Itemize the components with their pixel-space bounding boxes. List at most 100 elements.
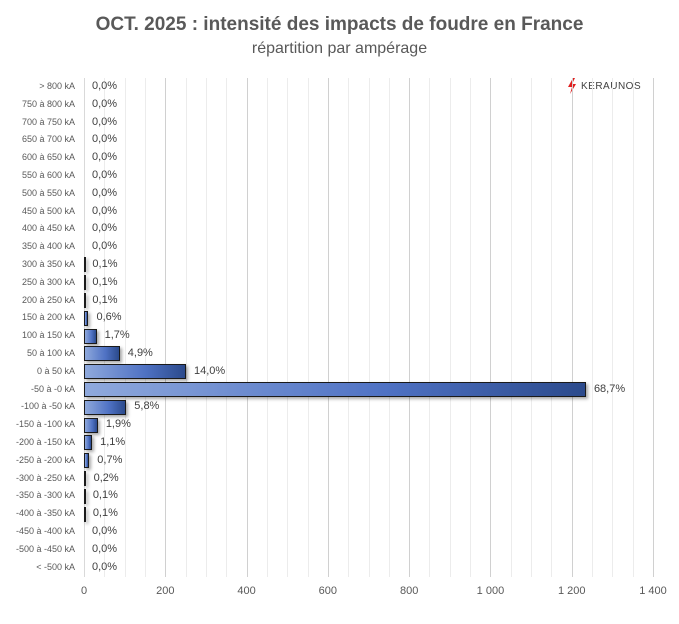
bar[interactable] (84, 364, 186, 380)
gridline (307, 78, 309, 577)
data-label: 0,0% (92, 97, 118, 110)
data-label: 14,0% (194, 364, 226, 377)
bar[interactable] (84, 488, 86, 504)
bar[interactable] (84, 293, 86, 308)
category-label: -450 à -400 kA (15, 525, 75, 536)
data-label: 0,0% (92, 524, 118, 537)
data-label: 0,0% (92, 240, 118, 253)
data-label: 0,1% (92, 489, 118, 502)
gridline (327, 78, 329, 577)
data-label: 0,0% (92, 560, 118, 573)
gridline (531, 78, 533, 577)
gridline (246, 78, 248, 577)
chart-subtitle: répartition par ampérage (251, 40, 428, 57)
category-label: 600 à 650 kA (21, 152, 75, 163)
category-label: 250 à 300 kA (21, 276, 75, 287)
data-label: 0,0% (92, 79, 118, 92)
bar[interactable] (84, 382, 586, 397)
gridline (124, 78, 126, 577)
gridline (551, 78, 553, 577)
gridline (429, 78, 431, 577)
category-label: 700 à 750 kA (21, 116, 75, 127)
category-label: 150 à 200 kA (21, 312, 75, 323)
category-label: -250 à -200 kA (15, 454, 75, 465)
x-tick-label: 800 (399, 585, 419, 597)
data-label: 0,0% (92, 168, 118, 181)
data-label: 0,1% (92, 257, 118, 270)
category-label: -500 à -450 kA (15, 543, 75, 554)
gridline (449, 78, 451, 577)
data-label: 0,1% (92, 507, 118, 520)
category-label: 50 à 100 kA (26, 347, 75, 358)
bar[interactable] (84, 471, 86, 486)
data-label: 0,1% (92, 293, 118, 306)
category-label: 750 à 800 kA (21, 98, 75, 109)
data-label: 0,0% (92, 222, 118, 235)
category-label: -400 à -350 kA (15, 508, 75, 519)
data-label: 0,2% (93, 471, 119, 484)
category-label: -200 à -150 kA (15, 436, 75, 447)
data-label: 0,0% (92, 151, 118, 164)
x-tick-label: 1 200 (557, 585, 586, 597)
gridline (632, 78, 634, 577)
data-label: 68,7% (593, 382, 626, 395)
gridline (510, 78, 512, 577)
gridline (388, 78, 390, 577)
gridline (470, 78, 472, 577)
gridline (653, 78, 654, 577)
data-label: 0,0% (92, 115, 118, 128)
gridline (185, 78, 187, 577)
gridline (490, 78, 492, 577)
gridline (287, 78, 289, 577)
x-tick-label: 1 400 (639, 585, 667, 597)
gridline (205, 78, 207, 577)
category-label: 450 à 500 kA (21, 205, 75, 216)
x-tick-label: 600 (318, 585, 338, 597)
bar[interactable] (84, 346, 120, 362)
data-label: 0,0% (92, 204, 118, 217)
x-tick-label: 1 000 (476, 585, 505, 597)
y-axis-line (84, 78, 85, 577)
category-label: -50 à -0 kA (30, 383, 75, 394)
category-label: -150 à -100 kA (15, 419, 75, 430)
logo-text: KERAUNOS (581, 80, 642, 92)
bar[interactable] (84, 328, 97, 344)
bar[interactable] (84, 275, 86, 291)
chart-title: OCT. 2025 : intensité des impacts de fou… (95, 14, 584, 35)
category-label: -350 à -300 kA (15, 490, 75, 501)
x-tick-label: 200 (156, 585, 175, 597)
plot-area: 0,0% 0,0% 0,0% 0,0% 0,0% 0,0% 0,0% 0,0% 0,0% 0,0%… (84, 78, 654, 577)
gridline (144, 78, 146, 577)
bar[interactable] (84, 506, 86, 522)
bar[interactable] (84, 399, 127, 415)
gridline (409, 78, 411, 577)
bar[interactable] (84, 435, 93, 451)
gridline (266, 78, 268, 577)
data-label: 1,1% (100, 435, 126, 448)
data-label: 0,0% (92, 542, 118, 555)
category-label: 400 à 450 kA (21, 223, 75, 234)
category-label: > 800 kA (39, 80, 75, 91)
category-label: 0 à 50 kA (36, 365, 75, 376)
gridline (592, 78, 594, 577)
category-label: -300 à -250 kA (15, 472, 75, 483)
bar[interactable] (84, 310, 89, 326)
gridline (612, 78, 614, 577)
bar[interactable] (84, 453, 90, 469)
gridline (104, 78, 106, 577)
data-label: 4,9% (127, 346, 153, 359)
category-label: 550 à 600 kA (21, 169, 75, 180)
gridline (348, 78, 350, 577)
bar[interactable] (84, 417, 98, 433)
data-label: 0,0% (92, 133, 118, 146)
x-tick-label: 400 (237, 585, 256, 597)
gridline (165, 78, 167, 577)
gridline (226, 78, 228, 577)
category-label: < -500 kA (36, 561, 75, 572)
data-label: 1,9% (105, 418, 131, 431)
data-label: 0,1% (92, 275, 118, 288)
category-label: -100 à -50 kA (20, 401, 75, 412)
category-label: 200 à 250 kA (21, 294, 75, 305)
bar[interactable] (84, 257, 86, 273)
category-label: 500 à 550 kA (21, 187, 75, 198)
